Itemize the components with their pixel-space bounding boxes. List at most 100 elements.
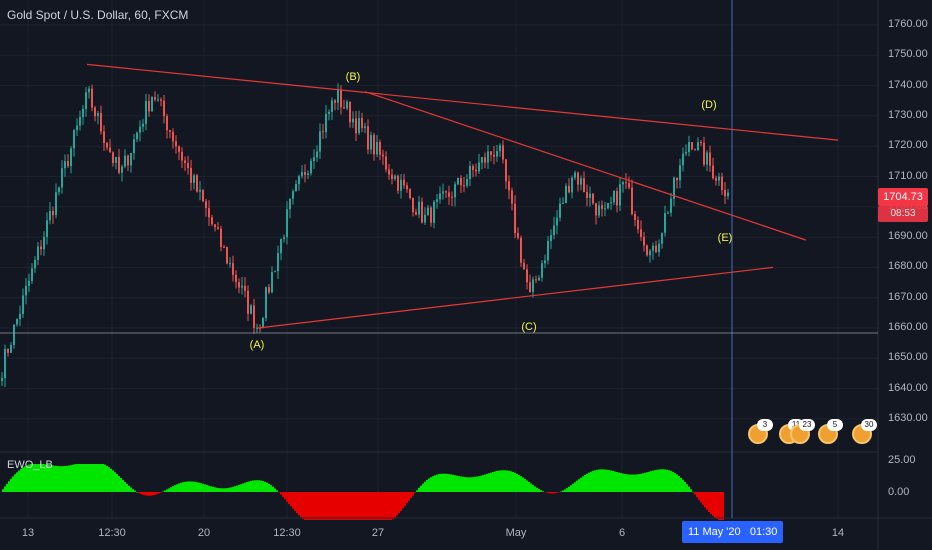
us-flag-event-icon[interactable]: 3 bbox=[748, 419, 773, 444]
ewo-bar bbox=[568, 486, 570, 492]
candle-body bbox=[109, 147, 111, 153]
price-axis-label: 1650.00 bbox=[888, 351, 928, 364]
indicator-label[interactable]: EWO_LB bbox=[7, 459, 53, 471]
ewo-bar bbox=[458, 476, 460, 492]
ewo-bar bbox=[384, 492, 386, 520]
ewo-bar bbox=[76, 464, 78, 492]
ewo-bar bbox=[26, 465, 28, 492]
candle-body bbox=[724, 190, 726, 197]
price-axis-label: 1730.00 bbox=[888, 108, 928, 121]
ewo-bar bbox=[704, 492, 706, 508]
ewo-bar bbox=[524, 478, 526, 492]
candle-body bbox=[226, 247, 228, 264]
ewo-bar bbox=[600, 469, 602, 492]
candle-body bbox=[667, 212, 669, 214]
candle-body bbox=[337, 89, 339, 103]
ewo-bar bbox=[712, 492, 714, 516]
ewo-bar bbox=[36, 464, 38, 492]
candle-body bbox=[193, 175, 195, 183]
ewo-bar bbox=[696, 492, 698, 498]
candle-body bbox=[580, 178, 582, 185]
candle-body bbox=[430, 207, 432, 223]
us-flag-event-icon[interactable]: 5 bbox=[818, 419, 843, 444]
candle-body bbox=[130, 153, 132, 166]
candle-body bbox=[511, 190, 513, 204]
candle-body bbox=[694, 149, 696, 151]
candle-body bbox=[382, 154, 384, 157]
ewo-bar bbox=[38, 464, 40, 492]
ewo-bar bbox=[92, 464, 94, 492]
ewo-bar bbox=[580, 477, 582, 492]
ewo-bar bbox=[576, 480, 578, 492]
candle-body bbox=[172, 131, 174, 142]
ewo-bar bbox=[130, 487, 132, 492]
candle-body bbox=[37, 246, 39, 260]
candle-body bbox=[601, 205, 603, 209]
wave-label-c: (C) bbox=[521, 321, 537, 333]
time-axis-label: 12:30 bbox=[98, 527, 126, 539]
ewo-bar bbox=[476, 476, 478, 492]
candle-body bbox=[346, 101, 348, 109]
ewo-bar bbox=[202, 483, 204, 492]
time-axis-label: 6 bbox=[618, 527, 626, 539]
candle-body bbox=[421, 201, 423, 223]
candle-body bbox=[514, 203, 516, 234]
ewo-bar bbox=[692, 491, 694, 493]
ewo-bar bbox=[70, 465, 72, 492]
ewo-bar bbox=[232, 486, 234, 492]
us-flag-event-icon[interactable]: 23 bbox=[790, 419, 815, 444]
candle-body bbox=[517, 233, 519, 238]
candle-body bbox=[154, 97, 156, 100]
price-axis-label: 1660.00 bbox=[888, 321, 928, 333]
candle-body bbox=[397, 175, 399, 191]
chart-title[interactable]: Gold Spot / U.S. Dollar, 60, FXCM bbox=[7, 8, 189, 22]
candle-body bbox=[58, 187, 60, 193]
ewo-bar bbox=[170, 487, 172, 492]
candle-body bbox=[586, 192, 588, 198]
ewo-bar bbox=[456, 475, 458, 492]
ewo-bar bbox=[698, 492, 700, 500]
candle-body bbox=[727, 192, 729, 197]
candle-body bbox=[565, 185, 567, 203]
ewo-bar bbox=[350, 492, 352, 520]
candle-body bbox=[313, 157, 315, 161]
candle-body bbox=[10, 344, 12, 353]
ewo-bar bbox=[352, 492, 354, 520]
ewo-bar bbox=[656, 469, 658, 492]
ewo-bar bbox=[346, 492, 348, 520]
ewo-bar bbox=[598, 469, 600, 492]
ewo-bar bbox=[512, 471, 514, 492]
candle-body bbox=[115, 156, 117, 163]
candle-body bbox=[379, 141, 381, 155]
ewo-bar bbox=[206, 485, 208, 492]
ewo-bar bbox=[144, 492, 146, 496]
ewo-bar bbox=[46, 464, 48, 492]
ewo-bar bbox=[368, 492, 370, 520]
candle-body bbox=[181, 151, 183, 161]
us-flag-event-icon[interactable]: 30 bbox=[852, 419, 877, 444]
ewo-bar bbox=[44, 464, 46, 492]
ewo-bar bbox=[496, 470, 498, 492]
ewo-bar bbox=[510, 471, 512, 492]
ewo-bar bbox=[260, 480, 262, 492]
candle-body bbox=[55, 192, 57, 216]
ewo-bar bbox=[64, 466, 66, 492]
ewo-bar bbox=[32, 464, 34, 492]
time-axis-label: 12:30 bbox=[273, 527, 301, 539]
ewo-bar bbox=[454, 475, 456, 492]
ewo-bar bbox=[314, 492, 316, 520]
candle-body bbox=[184, 160, 186, 164]
candle-body bbox=[325, 113, 327, 133]
ewo-bar bbox=[684, 481, 686, 492]
ewo-bar bbox=[326, 492, 328, 520]
ewo-bar bbox=[146, 492, 148, 496]
ewo-bar bbox=[632, 474, 634, 492]
candle-body bbox=[433, 201, 435, 223]
ewo-bar bbox=[392, 492, 394, 520]
ewo-bar bbox=[582, 476, 584, 492]
candle-body bbox=[103, 131, 105, 143]
candle-body bbox=[499, 145, 501, 152]
ewo-bar bbox=[430, 477, 432, 492]
ewo-bar bbox=[542, 491, 544, 492]
